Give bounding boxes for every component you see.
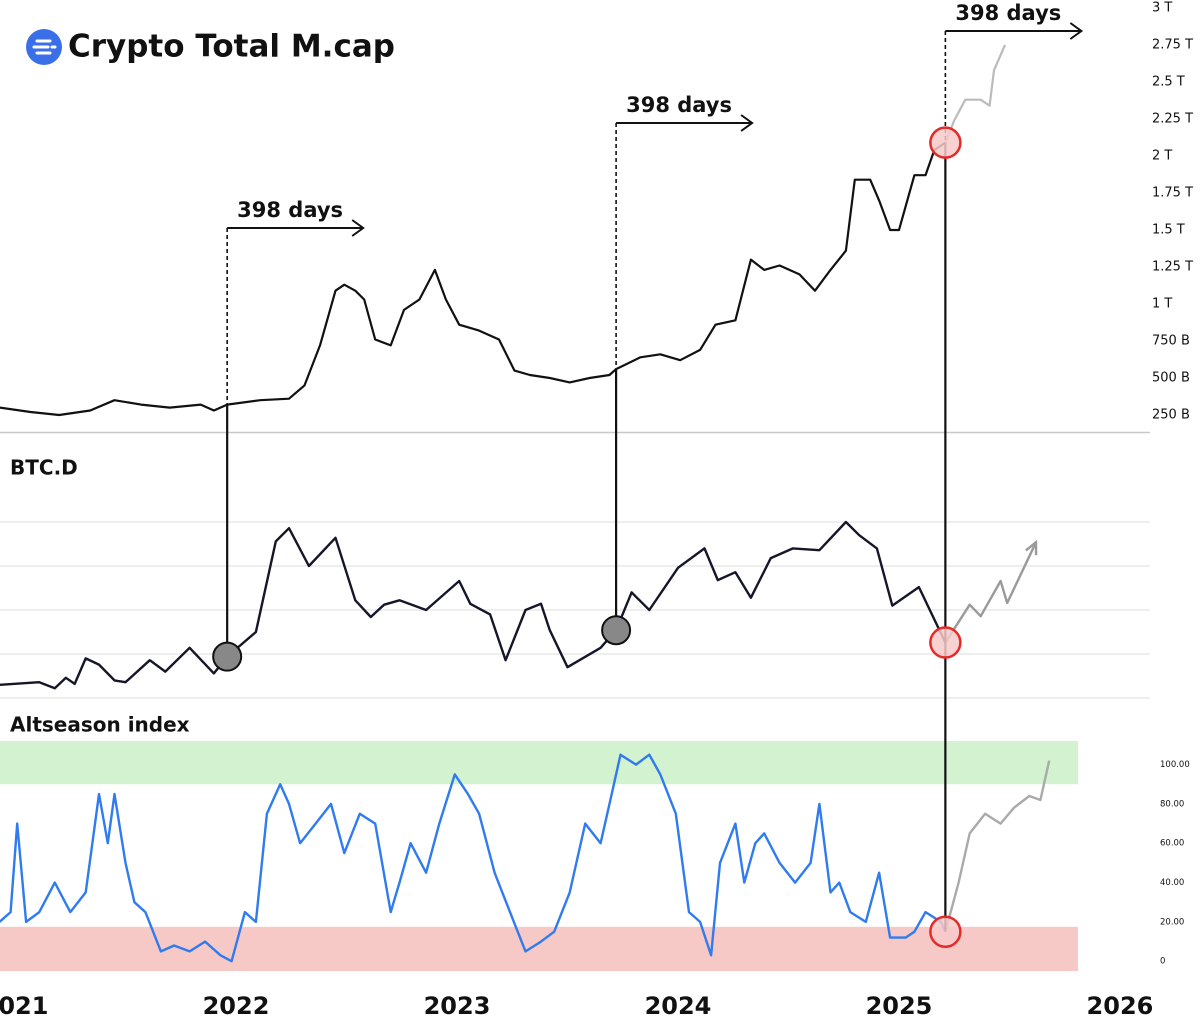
annotation-label: 398 days xyxy=(626,93,732,117)
x-tick-label: 2023 xyxy=(424,992,491,1020)
logo xyxy=(26,29,62,65)
y-tick-label: 500 B xyxy=(1152,370,1190,385)
y-tick-label: 80.00 xyxy=(1160,799,1184,809)
y-tick-label: 3 T xyxy=(1152,0,1172,15)
series-line xyxy=(944,541,1038,644)
arrowhead xyxy=(1069,22,1084,40)
y-tick-label: 750 B xyxy=(1152,333,1190,348)
x-tick-label: 2021 xyxy=(0,992,48,1020)
series-line xyxy=(0,141,947,417)
y-tick-label: 100.00 xyxy=(1160,760,1190,770)
y-tick-label: 0 xyxy=(1160,957,1165,967)
x-tick-label: 2026 xyxy=(1087,992,1154,1020)
y-tick-label: 2 T xyxy=(1152,148,1172,163)
y-tick-label: 250 B xyxy=(1152,407,1190,422)
y-tick-label: 1.75 T xyxy=(1152,185,1193,200)
x-tick-label: 2025 xyxy=(866,992,933,1020)
arrowhead xyxy=(740,114,754,132)
y-tick-label: 60.00 xyxy=(1160,839,1184,849)
y-tick-label: 20.00 xyxy=(1160,917,1184,927)
event-marker xyxy=(929,915,962,948)
series-line xyxy=(0,753,947,963)
event-marker xyxy=(929,126,962,159)
y-tick-label: 1.5 T xyxy=(1152,222,1185,237)
event-marker xyxy=(601,615,632,646)
y-tick-label: 2.75 T xyxy=(1152,37,1193,52)
arrowhead xyxy=(1025,539,1038,556)
x-tick-label: 2022 xyxy=(203,992,270,1020)
y-tick-label: 1 T xyxy=(1152,296,1172,311)
series-line xyxy=(0,520,947,690)
panel-title: Altseason index xyxy=(10,713,190,737)
panel xyxy=(0,520,1150,699)
x-tick-label: 2024 xyxy=(645,992,712,1020)
band xyxy=(0,926,1078,972)
panel-title: BTC.D xyxy=(10,456,78,480)
annotation-label: 398 days xyxy=(955,1,1061,25)
y-tick-label: 2.5 T xyxy=(1152,74,1185,89)
y-tick-label: 2.25 T xyxy=(1152,111,1193,126)
panel: 250 B 500 B 750 B 1 T 1.25 T 1.5 T 1.75 T 2 T 2.… xyxy=(0,0,1193,422)
chart-title: Crypto Total M.cap xyxy=(68,29,395,65)
annotations: 398 days 398 days 398 days xyxy=(212,1,1084,948)
annotation-label: 398 days xyxy=(237,198,343,222)
arrowhead xyxy=(351,219,365,237)
series-line xyxy=(944,760,1051,933)
event-marker xyxy=(929,626,962,659)
panel: 0 20.00 40.00 60.00 80.00 100.00 2021 2022 2023 2… xyxy=(0,740,1190,1020)
series-line xyxy=(944,44,1007,144)
event-marker xyxy=(212,641,243,672)
y-tick-label: 40.00 xyxy=(1160,878,1184,888)
band xyxy=(0,740,1078,785)
y-tick-label: 1.25 T xyxy=(1152,259,1193,274)
